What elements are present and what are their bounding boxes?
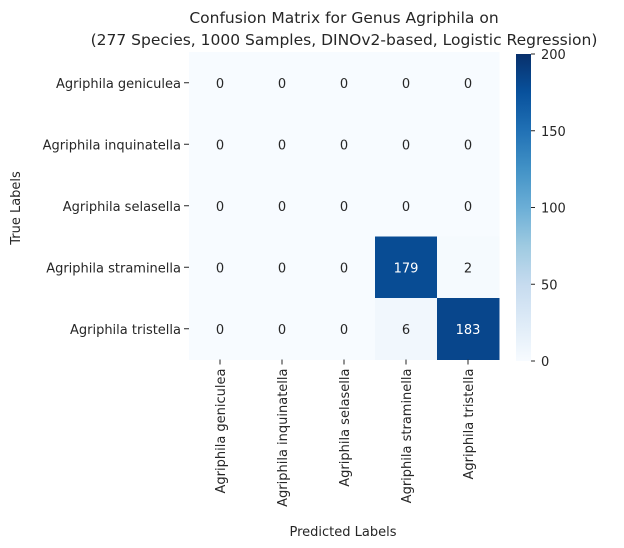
cell-value-label: 0 xyxy=(402,138,410,153)
heatmap-cell xyxy=(313,175,376,237)
cell-value-label: 0 xyxy=(216,200,224,215)
cell-value-label: 0 xyxy=(340,77,348,92)
heatmap-cell xyxy=(375,113,438,176)
heatmap-cell xyxy=(189,236,252,299)
cell-value-label: 179 xyxy=(394,261,419,276)
x-axis-label: Predicted Labels xyxy=(289,525,396,540)
chart-title-line1: Confusion Matrix for Genus Agriphila on xyxy=(189,9,498,27)
cell-value-label: 0 xyxy=(278,261,286,276)
x-tick-label: Agriphila geniculea xyxy=(214,369,229,494)
heatmap-cell xyxy=(189,298,252,360)
y-tick-label: Agriphila selasella xyxy=(63,200,181,215)
cell-value-label: 6 xyxy=(402,323,410,338)
heatmap-cell-labels: 0 0 0 0 0 0 0 0 0 0 0 0 0 0 0 0 0 0 179 2 0 0 0 6 183 xyxy=(216,77,481,338)
cell-value-label: 2 xyxy=(464,261,472,276)
colorbar xyxy=(516,54,531,361)
heatmap-cell xyxy=(313,52,376,114)
cell-value-label: 0 xyxy=(216,323,224,338)
cell-value-label: 0 xyxy=(278,323,286,338)
heatmap-cell xyxy=(251,52,314,114)
y-tick-label: Agriphila inquinatella xyxy=(43,138,181,153)
heatmap-cells xyxy=(189,52,500,360)
x-tick-label: Agriphila inquinatella xyxy=(276,369,291,507)
colorbar-tick-label: 0 xyxy=(541,355,549,370)
heatmap-cell xyxy=(251,113,314,176)
cell-value-label: 0 xyxy=(340,323,348,338)
heatmap-cell xyxy=(375,298,438,360)
heatmap-cell xyxy=(313,298,376,360)
heatmap-cell xyxy=(189,52,252,114)
x-tick-label: Agriphila selasella xyxy=(338,369,353,487)
cell-value-label: 0 xyxy=(340,138,348,153)
cell-value-label: 0 xyxy=(464,138,472,153)
heatmap-cell xyxy=(437,113,500,176)
heatmap-cell xyxy=(437,236,500,299)
cell-value-label: 183 xyxy=(456,323,481,338)
y-tick-label: Agriphila tristella xyxy=(70,323,181,338)
colorbar-tick-label: 100 xyxy=(541,202,566,217)
heatmap-cell xyxy=(437,52,500,114)
heatmap-cell xyxy=(313,113,376,176)
chart-title-line2: (277 Species, 1000 Samples, DINOv2-based… xyxy=(91,31,598,49)
cell-value-label: 0 xyxy=(402,77,410,92)
cell-value-label: 0 xyxy=(340,200,348,215)
colorbar-tick-label: 50 xyxy=(541,278,558,293)
y-axis-ticks: Agriphila geniculea Agriphila inquinatell… xyxy=(43,77,189,338)
heatmap-cell xyxy=(375,175,438,237)
cell-value-label: 0 xyxy=(216,77,224,92)
heatmap-cell xyxy=(375,236,438,299)
colorbar-ticks: 0 50 100 150 200 xyxy=(531,48,566,370)
colorbar-tick-label: 200 xyxy=(541,48,566,63)
cell-value-label: 0 xyxy=(278,77,286,92)
cell-value-label: 0 xyxy=(278,200,286,215)
colorbar-tick-label: 150 xyxy=(541,125,566,140)
x-tick-label: Agriphila straminella xyxy=(400,369,415,504)
x-axis-ticks: Agriphila geniculea Agriphila inquinatell… xyxy=(214,359,477,507)
cell-value-label: 0 xyxy=(278,138,286,153)
heatmap-cell xyxy=(189,113,252,176)
heatmap-cell xyxy=(251,236,314,299)
heatmap-cell xyxy=(251,298,314,360)
x-tick-label: Agriphila tristella xyxy=(462,369,477,480)
y-tick-label: Agriphila straminella xyxy=(46,261,181,276)
cell-value-label: 0 xyxy=(464,200,472,215)
cell-value-label: 0 xyxy=(216,261,224,276)
cell-value-label: 0 xyxy=(216,138,224,153)
heatmap-cell xyxy=(437,175,500,237)
cell-value-label: 0 xyxy=(464,77,472,92)
heatmap-cell xyxy=(251,175,314,237)
cell-value-label: 0 xyxy=(402,200,410,215)
heatmap-cell xyxy=(375,52,438,114)
heatmap-cell xyxy=(313,236,376,299)
y-axis-label: True Labels xyxy=(9,171,24,246)
y-tick-label: Agriphila geniculea xyxy=(56,77,181,92)
heatmap-cell xyxy=(437,298,500,360)
cell-value-label: 0 xyxy=(340,261,348,276)
heatmap-cell xyxy=(189,175,252,237)
